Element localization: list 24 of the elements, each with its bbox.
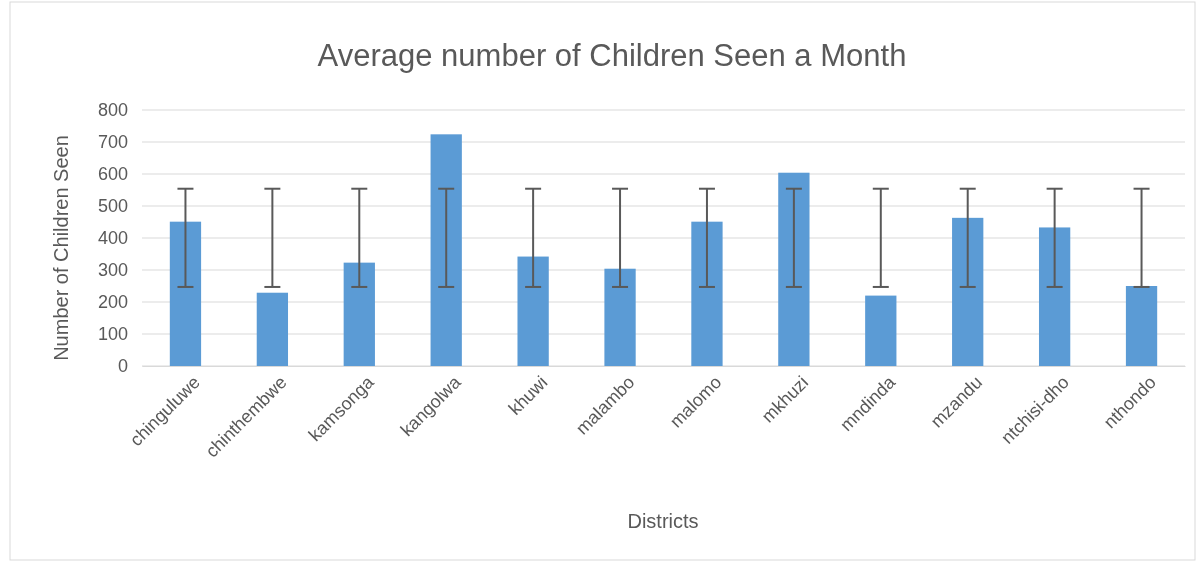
bar (256, 292, 289, 366)
bar (604, 268, 636, 366)
bar (691, 221, 723, 366)
y-tick-label: 100 (97, 324, 128, 345)
y-tick-label: 300 (97, 260, 128, 281)
y-tick-label: 700 (97, 132, 128, 153)
bar (343, 262, 375, 366)
bar (517, 256, 549, 366)
y-tick-label: 600 (97, 164, 128, 185)
chart-title: Average number of Children Seen a Month (317, 38, 907, 73)
bar (169, 221, 202, 366)
bar (865, 295, 897, 366)
y-tick-label: 800 (97, 100, 128, 121)
bar (1125, 286, 1158, 366)
bar (778, 172, 810, 366)
y-tick-label: 500 (97, 196, 128, 217)
x-axis-title: Districts (627, 510, 699, 532)
y-tick-label: 400 (97, 228, 128, 249)
y-tick-label: 200 (97, 292, 128, 313)
bar (1038, 227, 1071, 366)
y-axis-title: Number of Children Seen (50, 135, 72, 361)
bar (952, 217, 984, 366)
bar (430, 134, 462, 366)
y-tick-label: 0 (117, 356, 128, 377)
